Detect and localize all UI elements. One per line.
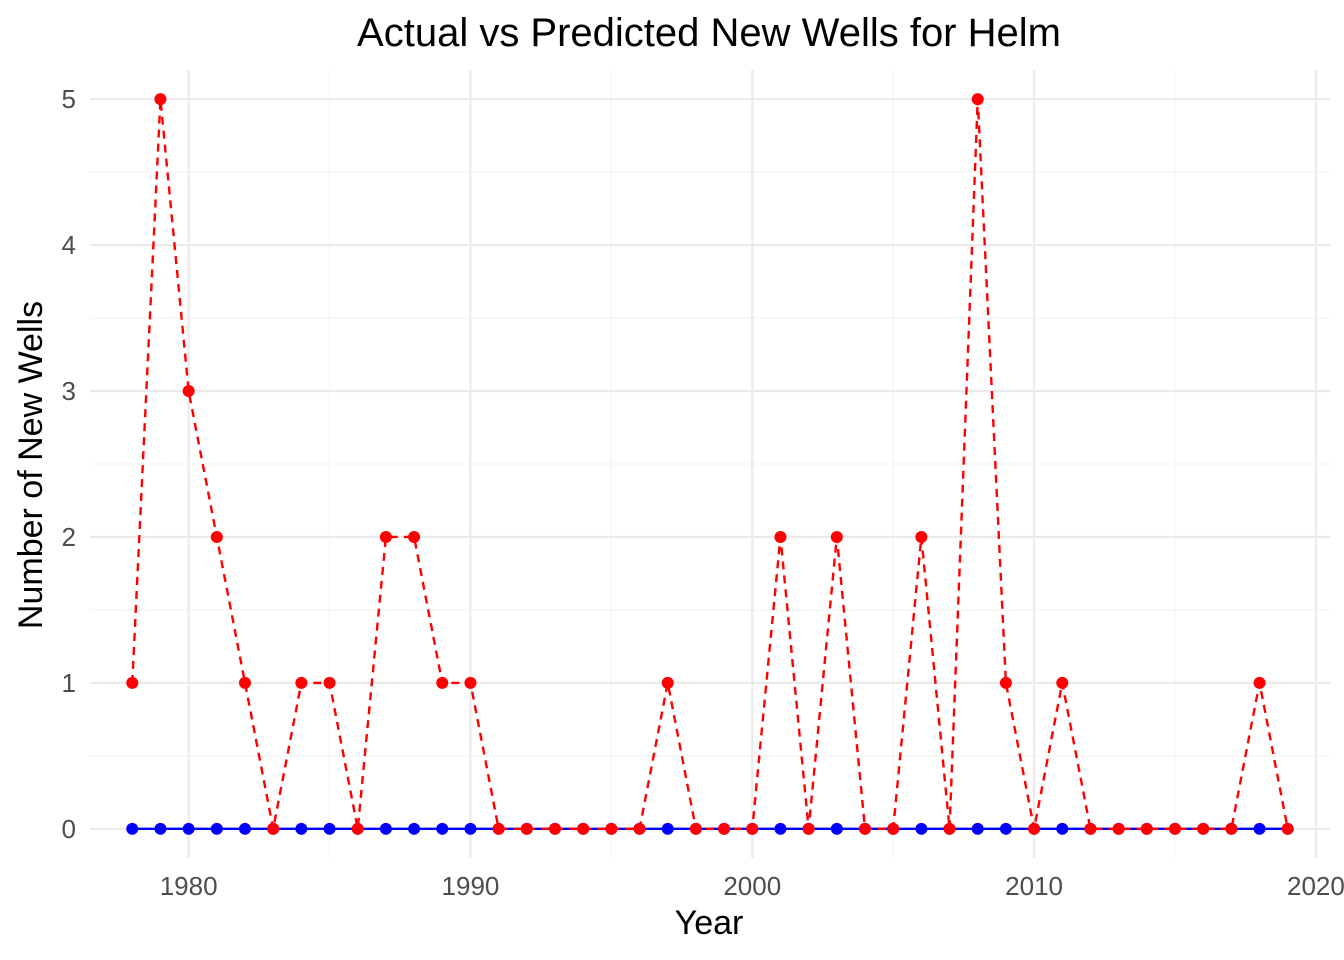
series-2-point — [239, 676, 251, 689]
x-axis-tick-labels: 1980 1990 2000 2010 2020 — [160, 871, 1344, 901]
series-1-point — [915, 822, 928, 835]
series-2-point — [210, 530, 223, 543]
x-tick-label: 2000 — [723, 871, 781, 901]
y-tick-label: 3 — [62, 376, 76, 406]
series-2-point — [520, 822, 533, 835]
series-2-point — [915, 530, 928, 543]
series-1-point — [182, 822, 195, 835]
series-2-point — [126, 676, 139, 689]
series-2-point — [154, 93, 167, 106]
series-2-point — [971, 93, 984, 106]
series-1-point — [1253, 822, 1266, 835]
chart-title: Actual vs Predicted New Wells for Helm — [357, 11, 1061, 55]
series-2-point — [943, 822, 956, 835]
series-2-point — [661, 676, 674, 689]
series-1-point — [126, 822, 139, 835]
series-2-point — [1084, 822, 1097, 835]
series-2-point — [1169, 822, 1181, 835]
y-tick-label: 0 — [62, 814, 76, 844]
series-2-point — [492, 822, 505, 835]
series-2-point — [1028, 822, 1041, 835]
y-tick-label: 2 — [62, 522, 76, 552]
series-1-point — [436, 822, 449, 835]
series-2-point — [351, 822, 364, 835]
series-2-point — [633, 822, 646, 835]
series-2-point — [267, 822, 280, 835]
series-2-point — [718, 822, 731, 835]
series-2-point — [577, 822, 590, 835]
series-2-point — [802, 822, 815, 835]
y-tick-label: 5 — [62, 84, 76, 114]
series-1-point — [154, 822, 167, 835]
series-2-point — [323, 676, 336, 689]
y-tick-label: 1 — [62, 668, 76, 698]
x-axis-title: Year — [675, 904, 744, 942]
series-1-point — [661, 822, 674, 835]
series-2-point — [182, 385, 195, 398]
series-1-point — [295, 822, 308, 835]
series-1-point — [774, 822, 787, 835]
series-1-point — [464, 822, 477, 835]
series-2-point — [1281, 822, 1294, 835]
x-tick-label: 2020 — [1287, 871, 1344, 901]
series-1-point — [830, 822, 843, 835]
series-2-point — [1197, 822, 1210, 835]
series-1-point — [239, 822, 251, 835]
series-1-point — [323, 822, 336, 835]
y-axis-title: Number of New Wells — [12, 301, 50, 629]
series-2-point — [830, 530, 843, 543]
series-2-point — [859, 822, 871, 835]
series-2-point — [746, 822, 759, 835]
minor-gridlines — [90, 70, 1330, 858]
y-axis-tick-labels: 0 1 2 3 4 5 — [62, 84, 76, 844]
series-2-point — [1056, 676, 1069, 689]
series-1-point — [210, 822, 223, 835]
series-2-point — [295, 676, 308, 689]
series-1-point — [999, 822, 1012, 835]
series-2-point — [887, 822, 900, 835]
series-2-point — [774, 530, 787, 543]
series-2-point — [1112, 822, 1125, 835]
x-tick-label: 2010 — [1005, 871, 1063, 901]
series-2-point — [464, 676, 477, 689]
series-2-point — [1253, 676, 1266, 689]
x-tick-label: 1980 — [160, 871, 218, 901]
series-1-point — [379, 822, 392, 835]
series-2-point — [436, 676, 449, 689]
series-2-point — [408, 530, 421, 543]
series-layer — [126, 93, 1294, 835]
y-tick-label: 4 — [62, 230, 76, 260]
series-2-point — [1225, 822, 1238, 835]
series-2-point — [1140, 822, 1153, 835]
major-gridlines — [90, 70, 1330, 858]
series-2-point — [999, 676, 1012, 689]
x-tick-label: 1990 — [442, 871, 500, 901]
series-1-point — [408, 822, 421, 835]
series-2-point — [605, 822, 618, 835]
series-2-point — [379, 530, 392, 543]
series-2-point — [689, 822, 702, 835]
series-1-point — [971, 822, 984, 835]
series-2-point — [549, 822, 561, 835]
series-1-point — [1056, 822, 1069, 835]
